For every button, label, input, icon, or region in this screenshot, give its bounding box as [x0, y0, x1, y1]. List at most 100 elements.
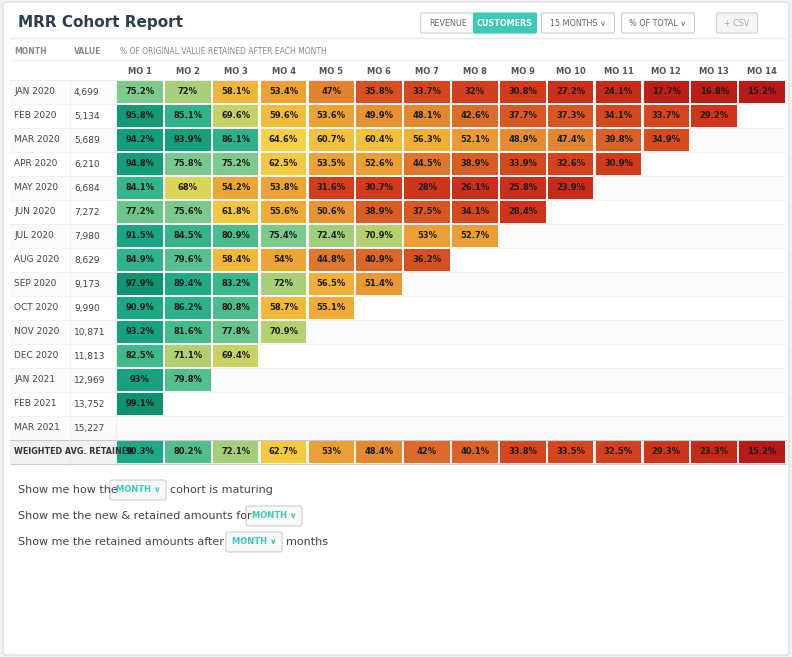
Text: 15.2%: 15.2%: [748, 87, 777, 97]
Text: 90.9%: 90.9%: [125, 304, 154, 313]
Text: 29.2%: 29.2%: [699, 112, 729, 120]
FancyBboxPatch shape: [261, 225, 307, 247]
Text: MO 5: MO 5: [319, 66, 344, 76]
FancyBboxPatch shape: [740, 442, 785, 463]
Text: 48.4%: 48.4%: [364, 447, 394, 457]
FancyBboxPatch shape: [500, 201, 546, 223]
FancyBboxPatch shape: [405, 249, 450, 271]
Text: 5,134: 5,134: [74, 112, 100, 120]
Text: 16.8%: 16.8%: [699, 87, 729, 97]
FancyBboxPatch shape: [452, 129, 497, 151]
FancyBboxPatch shape: [356, 273, 402, 295]
Text: 94.2%: 94.2%: [125, 135, 154, 145]
Text: 29.3%: 29.3%: [652, 447, 681, 457]
FancyBboxPatch shape: [474, 13, 536, 33]
Text: 58.1%: 58.1%: [221, 87, 250, 97]
Text: JUN 2020: JUN 2020: [14, 208, 55, 217]
Text: 71.1%: 71.1%: [173, 351, 202, 361]
Text: 33.7%: 33.7%: [652, 112, 681, 120]
Text: 95.8%: 95.8%: [125, 112, 154, 120]
FancyBboxPatch shape: [309, 297, 354, 319]
Text: MO 4: MO 4: [272, 66, 295, 76]
FancyBboxPatch shape: [213, 442, 258, 463]
FancyBboxPatch shape: [10, 416, 786, 440]
Text: 75.6%: 75.6%: [173, 208, 202, 217]
Text: 42%: 42%: [417, 447, 437, 457]
Text: JUL 2020: JUL 2020: [14, 231, 54, 240]
Text: MO 11: MO 11: [604, 66, 634, 76]
Text: 62.7%: 62.7%: [269, 447, 298, 457]
FancyBboxPatch shape: [309, 81, 354, 102]
FancyBboxPatch shape: [213, 81, 258, 102]
Text: MO 6: MO 6: [367, 66, 391, 76]
Text: 51.4%: 51.4%: [364, 279, 394, 288]
Text: 39.8%: 39.8%: [604, 135, 633, 145]
Text: 26.1%: 26.1%: [460, 183, 489, 193]
FancyBboxPatch shape: [165, 81, 211, 102]
FancyBboxPatch shape: [10, 224, 786, 248]
Text: months: months: [286, 537, 328, 547]
Text: 53.8%: 53.8%: [269, 183, 298, 193]
Text: 7,980: 7,980: [74, 231, 100, 240]
FancyBboxPatch shape: [309, 105, 354, 127]
Text: MONTH ∨: MONTH ∨: [252, 512, 296, 520]
FancyBboxPatch shape: [165, 249, 211, 271]
FancyBboxPatch shape: [309, 177, 354, 199]
FancyBboxPatch shape: [356, 81, 402, 102]
Text: 50.6%: 50.6%: [317, 208, 346, 217]
Text: APR 2020: APR 2020: [14, 160, 57, 168]
Text: JAN 2020: JAN 2020: [14, 87, 55, 97]
FancyBboxPatch shape: [356, 249, 402, 271]
FancyBboxPatch shape: [691, 105, 737, 127]
Text: MO 12: MO 12: [651, 66, 681, 76]
FancyBboxPatch shape: [165, 177, 211, 199]
FancyBboxPatch shape: [165, 225, 211, 247]
Text: FEB 2021: FEB 2021: [14, 399, 56, 409]
FancyBboxPatch shape: [165, 105, 211, 127]
FancyBboxPatch shape: [500, 105, 546, 127]
Text: 75.4%: 75.4%: [269, 231, 298, 240]
Text: SEP 2020: SEP 2020: [14, 279, 56, 288]
FancyBboxPatch shape: [165, 153, 211, 175]
FancyBboxPatch shape: [261, 273, 307, 295]
Text: 56.3%: 56.3%: [413, 135, 442, 145]
Text: 69.6%: 69.6%: [221, 112, 250, 120]
Text: 40.9%: 40.9%: [364, 256, 394, 265]
Text: 37.5%: 37.5%: [413, 208, 442, 217]
Text: 36.2%: 36.2%: [413, 256, 442, 265]
FancyBboxPatch shape: [117, 225, 162, 247]
Text: MO 9: MO 9: [511, 66, 535, 76]
FancyBboxPatch shape: [165, 369, 211, 391]
FancyBboxPatch shape: [500, 442, 546, 463]
FancyBboxPatch shape: [261, 177, 307, 199]
Text: 75.2%: 75.2%: [221, 160, 250, 168]
Text: 84.9%: 84.9%: [125, 256, 154, 265]
Text: 15 MONTHS ∨: 15 MONTHS ∨: [550, 18, 606, 28]
Text: 62.5%: 62.5%: [268, 160, 298, 168]
Text: 60.7%: 60.7%: [317, 135, 346, 145]
Text: MO 2: MO 2: [176, 66, 200, 76]
FancyBboxPatch shape: [261, 81, 307, 102]
FancyBboxPatch shape: [405, 153, 450, 175]
Text: CUSTOMERS: CUSTOMERS: [477, 18, 533, 28]
Text: MAY 2020: MAY 2020: [14, 183, 58, 193]
Text: 91.5%: 91.5%: [125, 231, 154, 240]
FancyBboxPatch shape: [405, 442, 450, 463]
Text: 48.1%: 48.1%: [413, 112, 442, 120]
FancyBboxPatch shape: [405, 177, 450, 199]
Text: MAR 2021: MAR 2021: [14, 424, 59, 432]
FancyBboxPatch shape: [117, 129, 162, 151]
FancyBboxPatch shape: [261, 249, 307, 271]
Text: 93.9%: 93.9%: [173, 135, 202, 145]
FancyBboxPatch shape: [452, 153, 497, 175]
Text: 10,871: 10,871: [74, 327, 105, 336]
FancyBboxPatch shape: [644, 81, 689, 102]
Text: 34.1%: 34.1%: [604, 112, 633, 120]
Text: 33.8%: 33.8%: [508, 447, 537, 457]
FancyBboxPatch shape: [117, 153, 162, 175]
FancyBboxPatch shape: [548, 177, 593, 199]
Text: Show me the new & retained amounts for: Show me the new & retained amounts for: [18, 511, 252, 521]
FancyBboxPatch shape: [500, 153, 546, 175]
FancyBboxPatch shape: [356, 201, 402, 223]
Text: 47.4%: 47.4%: [556, 135, 585, 145]
